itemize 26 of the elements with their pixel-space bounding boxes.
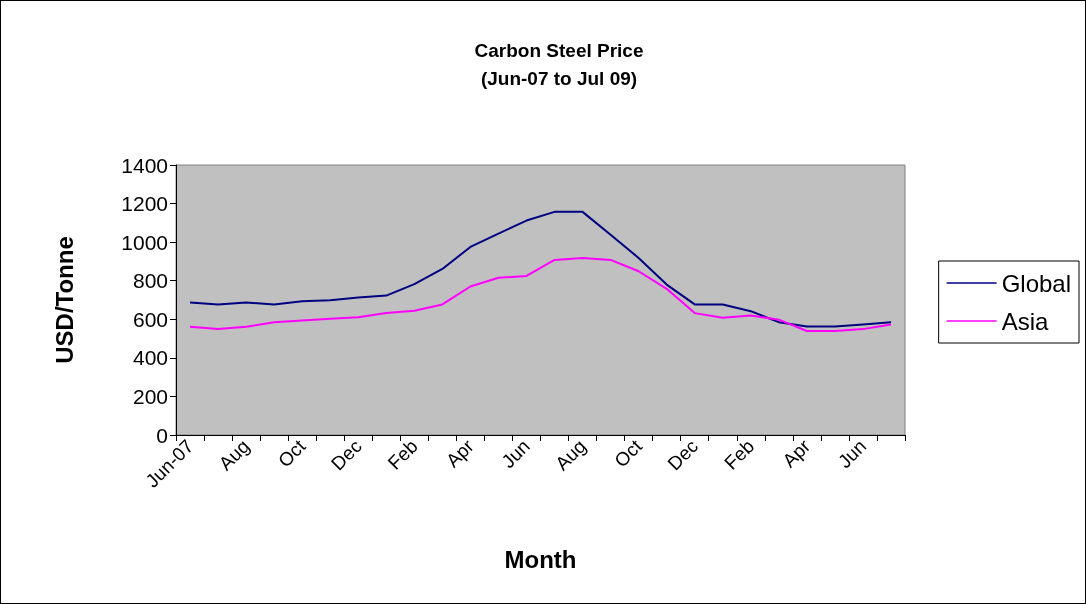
line-series <box>189 210 892 328</box>
y-tick-label: 1400 <box>121 153 168 177</box>
y-tick-label: 1000 <box>121 230 168 254</box>
x-tick-label: Oct <box>610 435 647 472</box>
x-tick-label: Dec <box>663 435 703 475</box>
y-tick-label: 200 <box>132 384 168 408</box>
x-tick-label: Jun <box>497 435 534 473</box>
y-tick-label: 400 <box>132 346 168 370</box>
line-series <box>189 256 892 333</box>
y-axis-title: USD/Tonne <box>50 236 78 364</box>
chart-title: Carbon Steel Price (Jun-07 to Jul 09) <box>474 39 644 89</box>
x-tick-label: Feb <box>383 435 422 474</box>
legend-label: Asia <box>1001 307 1049 335</box>
x-tick-label: Apr <box>778 435 815 472</box>
x-tick-label: Apr <box>442 435 478 472</box>
x-tick-label: Dec <box>326 435 366 475</box>
x-tick-label: Aug <box>551 435 590 475</box>
legend-label: Global <box>1001 269 1071 297</box>
x-tick-label: Feb <box>720 435 759 474</box>
y-tick-label: 600 <box>132 307 168 331</box>
x-tick-label: Aug <box>214 435 254 475</box>
y-tick-label: 1200 <box>121 192 168 216</box>
y-tick-label: 800 <box>132 269 168 293</box>
x-axis-title: Month <box>504 545 577 573</box>
x-tick-label: Oct <box>273 435 311 472</box>
x-tick-label: Jun <box>833 435 871 473</box>
